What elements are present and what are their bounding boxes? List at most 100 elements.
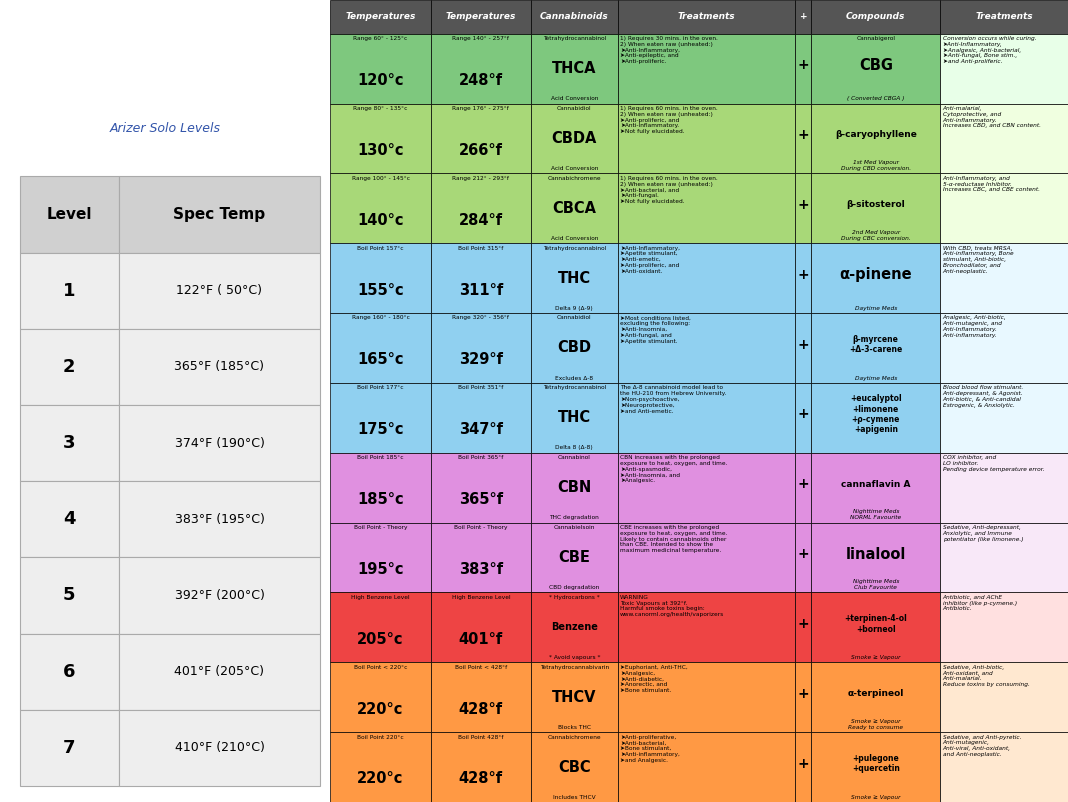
- Text: β-myrcene
+Δ-3-carene: β-myrcene +Δ-3-carene: [849, 334, 902, 354]
- Text: +: +: [797, 407, 808, 421]
- Text: Range 100° - 145°c: Range 100° - 145°c: [351, 176, 409, 180]
- Text: 220°c: 220°c: [358, 702, 404, 717]
- Bar: [431, 0, 531, 34]
- Bar: [431, 593, 531, 662]
- Text: THC: THC: [557, 411, 591, 425]
- Bar: [940, 662, 1068, 732]
- Bar: [330, 173, 431, 243]
- Bar: [795, 732, 812, 802]
- Bar: [330, 732, 431, 802]
- Text: 1) Requires 60 mins. in the oven.
2) When eaten raw (unheated:)
➤Anti-bacterial,: 1) Requires 60 mins. in the oven. 2) Whe…: [621, 176, 718, 204]
- Bar: [119, 557, 320, 634]
- Text: 410°F (210°C): 410°F (210°C): [174, 741, 265, 755]
- Text: Anti-Inflammatory, and
5-α-reductase Inhibitor.
Increases CBC, and CBE content.: Anti-Inflammatory, and 5-α-reductase Inh…: [943, 176, 1039, 192]
- Bar: [940, 383, 1068, 453]
- Bar: [795, 453, 812, 523]
- Text: 383°F (195°C): 383°F (195°C): [174, 512, 265, 526]
- Text: Boil Point 185°c: Boil Point 185°c: [358, 456, 404, 460]
- Bar: [940, 173, 1068, 243]
- Text: Sedative, Anti-depressant,
Anxiolytic, and Immune
potentiator (like limonene.): Sedative, Anti-depressant, Anxiolytic, a…: [943, 525, 1023, 541]
- Text: Tetrahydrocannabivarin: Tetrahydrocannabivarin: [539, 665, 609, 670]
- Text: +: +: [799, 12, 806, 22]
- Bar: [531, 383, 617, 453]
- Bar: [431, 662, 531, 732]
- Bar: [795, 243, 812, 313]
- Bar: [330, 383, 431, 453]
- Text: Conversion occurs while curing.
➤Anti-Inflammatory,
➤Analgesic, Anti-bacterial,
: Conversion occurs while curing. ➤Anti-In…: [943, 36, 1036, 64]
- Text: 2nd Med Vapour
During CBC conversion.: 2nd Med Vapour During CBC conversion.: [841, 230, 911, 241]
- Bar: [617, 103, 795, 173]
- Bar: [431, 383, 531, 453]
- Bar: [119, 481, 320, 557]
- Text: 428°f: 428°f: [459, 772, 503, 787]
- Bar: [812, 103, 940, 173]
- Text: CBN: CBN: [557, 480, 592, 495]
- Text: CBC: CBC: [557, 759, 591, 775]
- Text: COX inhibitor, and
LO inhibitor.
Pending device temperature error.: COX inhibitor, and LO inhibitor. Pending…: [943, 456, 1045, 472]
- Text: 130°c: 130°c: [358, 143, 404, 158]
- Bar: [940, 593, 1068, 662]
- Bar: [330, 103, 431, 173]
- Text: Boil Point 365°f: Boil Point 365°f: [458, 456, 504, 460]
- Text: 428°f: 428°f: [459, 702, 503, 717]
- Text: Boil Point 177°c: Boil Point 177°c: [358, 385, 404, 391]
- Bar: [617, 243, 795, 313]
- Text: Nighttime Meds
Club Favourite: Nighttime Meds Club Favourite: [852, 579, 899, 590]
- Text: Acid Conversion: Acid Conversion: [551, 96, 598, 101]
- Text: α-pinene: α-pinene: [839, 267, 912, 282]
- Bar: [20, 557, 119, 634]
- Bar: [531, 313, 617, 383]
- Text: Antibiotic, and AChE
inhibitor (like p-cymene.)
Antibiotic.: Antibiotic, and AChE inhibitor (like p-c…: [943, 595, 1017, 611]
- Text: +: +: [797, 617, 808, 631]
- Text: Analgesic, Anti-biotic,
Anti-mutagenic, and
Anti-Inflammatory.
Anti-inflammatory: Analgesic, Anti-biotic, Anti-mutagenic, …: [943, 315, 1006, 338]
- Text: 329°f: 329°f: [459, 352, 503, 367]
- Text: Range 320° - 356°f: Range 320° - 356°f: [453, 315, 509, 321]
- Text: Range 176° - 275°f: Range 176° - 275°f: [453, 106, 509, 111]
- Text: β-sitosterol: β-sitosterol: [846, 200, 905, 209]
- Text: CBE: CBE: [559, 550, 591, 565]
- Bar: [812, 313, 940, 383]
- Bar: [330, 313, 431, 383]
- Bar: [119, 176, 320, 253]
- Text: Tetrahydrocannabinol: Tetrahydrocannabinol: [543, 385, 606, 391]
- Text: +pulegone
+quercetin: +pulegone +quercetin: [852, 754, 899, 773]
- Text: 1) Requires 60 mins. in the oven.
2) When eaten raw (unheated:)
➤Anti-proliferic: 1) Requires 60 mins. in the oven. 2) Whe…: [621, 106, 718, 134]
- Bar: [812, 243, 940, 313]
- Text: 248°f: 248°f: [459, 73, 503, 88]
- Bar: [431, 453, 531, 523]
- Text: 155°c: 155°c: [357, 282, 404, 298]
- Text: Daytime Meds: Daytime Meds: [854, 375, 897, 380]
- Text: cannaflavin A: cannaflavin A: [841, 480, 911, 488]
- Bar: [531, 0, 617, 34]
- Text: 6: 6: [63, 662, 76, 681]
- Bar: [617, 313, 795, 383]
- Text: Nighttime Meds
NORML Favourite: Nighttime Meds NORML Favourite: [850, 509, 901, 520]
- Bar: [617, 662, 795, 732]
- Text: CBN increases with the prolonged
exposure to heat, oxygen, and time.
➤Anti-spasm: CBN increases with the prolonged exposur…: [621, 456, 727, 484]
- Bar: [20, 481, 119, 557]
- Text: 185°c: 185°c: [357, 492, 404, 507]
- Bar: [431, 243, 531, 313]
- Text: Includes THCV: Includes THCV: [553, 795, 596, 800]
- Text: 365°f: 365°f: [459, 492, 503, 507]
- Text: ➤Anti-proliferative,
➤Anti-bacterial,
➤Bone stimulant,
➤Anti-inflammatory,
➤and : ➤Anti-proliferative, ➤Anti-bacterial, ➤B…: [621, 735, 680, 763]
- Text: 4: 4: [63, 510, 76, 529]
- Text: 220°c: 220°c: [358, 772, 404, 787]
- Text: 392°F (200°C): 392°F (200°C): [174, 589, 265, 602]
- Text: 347°f: 347°f: [459, 422, 503, 437]
- Bar: [812, 34, 940, 103]
- Text: CBE increases with the prolonged
exposure to heat, oxygen, and time.
Likely to c: CBE increases with the prolonged exposur…: [621, 525, 727, 553]
- Text: Boil Point < 220°c: Boil Point < 220°c: [354, 665, 407, 670]
- Bar: [795, 0, 812, 34]
- Text: ( Converted CBGA ): ( Converted CBGA ): [847, 96, 905, 101]
- Text: Arizer Solo Levels: Arizer Solo Levels: [110, 122, 220, 135]
- Text: 1st Med Vapour
During CBD conversion.: 1st Med Vapour During CBD conversion.: [841, 160, 911, 171]
- Bar: [812, 593, 940, 662]
- Bar: [20, 176, 119, 253]
- Text: +: +: [797, 198, 808, 212]
- Text: Temperatures: Temperatures: [345, 12, 415, 22]
- Bar: [795, 173, 812, 243]
- Bar: [617, 453, 795, 523]
- Bar: [431, 523, 531, 593]
- Text: α-terpineol: α-terpineol: [848, 689, 904, 699]
